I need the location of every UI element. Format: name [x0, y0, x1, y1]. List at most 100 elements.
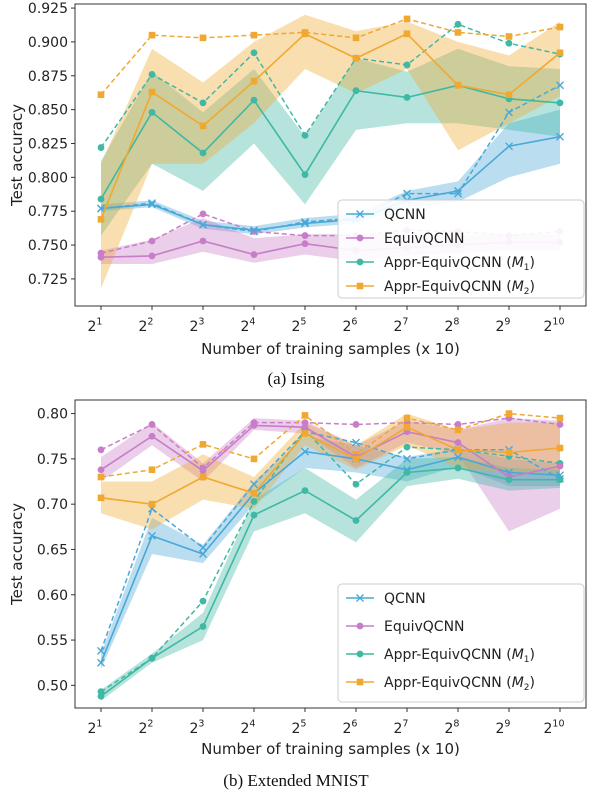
mean-point-series-3-4 [301, 430, 309, 437]
x-tick-label-0: 21 [88, 719, 103, 737]
y-tick-label-6: 0.875 [28, 69, 68, 85]
mean-point-series-1-0 [97, 253, 105, 261]
best-point-series-3-0 [97, 473, 105, 481]
mean-point-series-0-7 [454, 186, 462, 195]
best-point-series-2-8 [505, 39, 513, 47]
best-point-series-3-7 [454, 29, 462, 36]
y-tick-label-8: 0.925 [28, 1, 68, 17]
mean-point-series-3-6 [403, 30, 411, 38]
band-series-0 [101, 109, 560, 235]
mean-point-series-2-4 [301, 487, 309, 494]
mean-point-series-0-7 [454, 453, 462, 462]
x-tick-label-1: 22 [139, 317, 154, 335]
mean-line-series-2 [100, 84, 561, 200]
mean-point-series-1-1 [148, 432, 156, 440]
mean-point-series-3-7 [454, 446, 462, 454]
best-point-series-1-1 [148, 421, 156, 428]
mean-line-series-0 [100, 450, 561, 663]
x-tick-label-8: 29 [496, 719, 511, 737]
x-axis-label: Number of training samples (x 10) [201, 340, 460, 358]
mnist-chart-svg: 0.50 0.55 0.60 0.65 0.70 0.75 0.80 21 22 23 24 25 26… [8, 399, 587, 758]
best-point-series-0-5 [352, 438, 360, 447]
mean-point-series-1-0 [97, 466, 105, 474]
legend-marker-2 [356, 650, 364, 658]
mean-point-series-0-2 [199, 220, 207, 229]
mean-point-series-1-4 [301, 240, 309, 248]
best-point-series-1-2 [199, 210, 207, 218]
mean-point-series-3-8 [505, 91, 513, 99]
mean-point-series-0-3 [250, 226, 258, 235]
best-point-series-2-4 [301, 131, 309, 139]
mean-point-series-0-4 [301, 447, 309, 456]
best-point-series-1-0 [97, 446, 105, 454]
best-point-series-1-1 [148, 237, 156, 245]
y-tick-label-2: 0.775 [28, 204, 68, 220]
x-tick-label-3: 24 [241, 719, 256, 737]
best-point-series-1-5 [352, 421, 360, 428]
mean-point-series-2-1 [148, 654, 156, 662]
best-point-series-2-6 [403, 61, 411, 69]
x-tick-label-8: 29 [496, 317, 511, 335]
legend-marker-0 [356, 594, 364, 602]
x-tick-label-5: 26 [343, 719, 358, 737]
y-tick-label-0: 0.725 [28, 272, 68, 288]
x-tick-label-1: 22 [139, 719, 154, 737]
mean-point-series-0-2 [199, 550, 207, 558]
y-tick-label-3: 0.65 [37, 542, 68, 558]
mean-point-series-3-6 [403, 423, 411, 431]
legend-label-2: Appr-EquivQCNN (M1) [384, 255, 535, 273]
mean-point-series-2-4 [301, 171, 309, 179]
best-point-series-0-9 [556, 81, 564, 90]
best-point-series-2-2 [199, 99, 207, 107]
mean-point-series-0-4 [301, 219, 309, 228]
mean-point-series-3-1 [148, 500, 156, 508]
mean-point-series-2-0 [97, 692, 105, 700]
best-line-series-0 [100, 430, 561, 652]
best-line-series-0 [100, 84, 561, 233]
legend-marker-0 [356, 210, 364, 218]
mean-point-series-2-7 [454, 464, 462, 472]
mean-point-series-3-7 [454, 81, 462, 89]
best-point-series-0-6 [403, 454, 411, 463]
legend-label-0: QCNN [384, 591, 426, 607]
mean-point-series-2-5 [352, 87, 360, 95]
best-point-series-2-3 [250, 49, 258, 57]
x-tick-label-7: 28 [445, 719, 460, 737]
band-series-2 [101, 48, 560, 236]
x-tick-label-2: 23 [190, 719, 205, 737]
mnist-chart: 0.50 0.55 0.60 0.65 0.70 0.75 0.80 21 22 23 24 25 26… [0, 392, 592, 764]
legend-label-2: Appr-EquivQCNN (M1) [384, 647, 535, 665]
mean-line-series-2 [100, 467, 560, 697]
x-tick-label-3: 24 [241, 317, 256, 335]
legend-box [337, 199, 585, 299]
best-point-series-3-6 [403, 15, 411, 23]
x-tick-label-4: 25 [292, 719, 307, 737]
mean-point-series-2-9 [556, 99, 564, 107]
mean-point-series-3-5 [352, 455, 360, 463]
mean-point-series-3-1 [148, 88, 156, 96]
mean-point-series-0-1 [148, 200, 156, 209]
mean-point-series-2-0 [97, 195, 105, 203]
mean-point-series-3-5 [352, 54, 360, 62]
mean-point-series-3-2 [199, 473, 207, 481]
mean-point-series-1-4 [301, 423, 309, 431]
best-point-series-3-1 [148, 31, 156, 39]
best-point-series-2-7 [454, 20, 462, 28]
x-axis-label: Number of training samples (x 10) [201, 740, 460, 758]
y-tick-label-0: 0.50 [37, 678, 68, 694]
mean-point-series-2-6 [403, 469, 411, 476]
best-point-series-0-0 [97, 646, 105, 655]
y-tick-label-4: 0.70 [37, 497, 68, 513]
best-line-series-2 [100, 428, 561, 693]
mean-point-series-2-2 [199, 149, 207, 157]
best-point-series-0-8 [505, 108, 513, 117]
best-point-series-3-2 [199, 441, 207, 448]
legend-marker-3 [356, 282, 364, 290]
mean-line-series-3 [100, 32, 561, 220]
mean-line-series-3 [100, 426, 561, 506]
best-point-series-0-6 [403, 189, 411, 198]
mean-point-series-3-8 [505, 449, 513, 456]
x-tick-label-9: 210 [543, 317, 564, 335]
best-line-series-1 [100, 417, 561, 469]
x-tick-label-9: 210 [543, 719, 564, 737]
